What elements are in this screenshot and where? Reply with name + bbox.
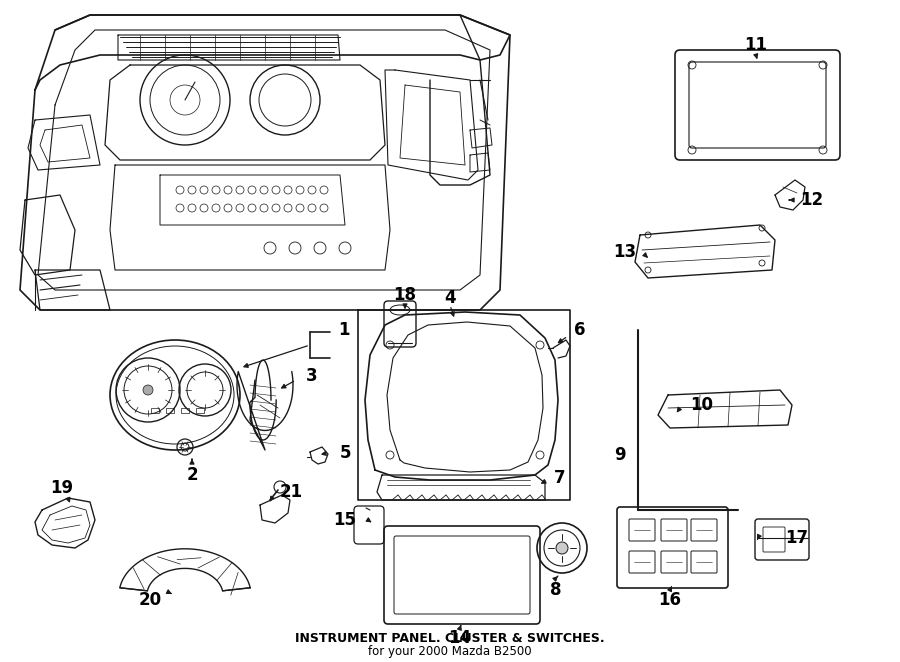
Text: 3: 3 bbox=[306, 367, 318, 385]
Text: 5: 5 bbox=[340, 444, 352, 462]
Text: 9: 9 bbox=[615, 446, 626, 464]
Text: 12: 12 bbox=[800, 191, 824, 209]
Text: 20: 20 bbox=[139, 591, 162, 609]
Text: 15: 15 bbox=[333, 511, 356, 529]
Text: 6: 6 bbox=[574, 321, 586, 339]
Text: INSTRUMENT PANEL. CLUSTER & SWITCHES.: INSTRUMENT PANEL. CLUSTER & SWITCHES. bbox=[295, 632, 605, 645]
Circle shape bbox=[556, 542, 568, 554]
Text: 11: 11 bbox=[744, 36, 768, 54]
Text: for your 2000 Mazda B2500: for your 2000 Mazda B2500 bbox=[368, 645, 532, 659]
Text: 19: 19 bbox=[50, 479, 74, 497]
Text: 21: 21 bbox=[280, 483, 303, 501]
Text: 18: 18 bbox=[393, 286, 417, 304]
Text: 1: 1 bbox=[338, 321, 349, 339]
Bar bbox=[166, 408, 174, 413]
Circle shape bbox=[143, 385, 153, 395]
Text: 8: 8 bbox=[550, 581, 562, 599]
Text: 7: 7 bbox=[554, 469, 565, 487]
Bar bbox=[196, 408, 204, 413]
Text: 10: 10 bbox=[690, 396, 713, 414]
Text: 17: 17 bbox=[785, 529, 808, 547]
Text: 16: 16 bbox=[659, 591, 681, 609]
Text: 13: 13 bbox=[613, 243, 636, 261]
Text: 4: 4 bbox=[445, 289, 455, 307]
Bar bbox=[181, 408, 189, 413]
Bar bbox=[151, 408, 159, 413]
Text: 2: 2 bbox=[186, 466, 198, 484]
Text: 14: 14 bbox=[448, 629, 472, 647]
